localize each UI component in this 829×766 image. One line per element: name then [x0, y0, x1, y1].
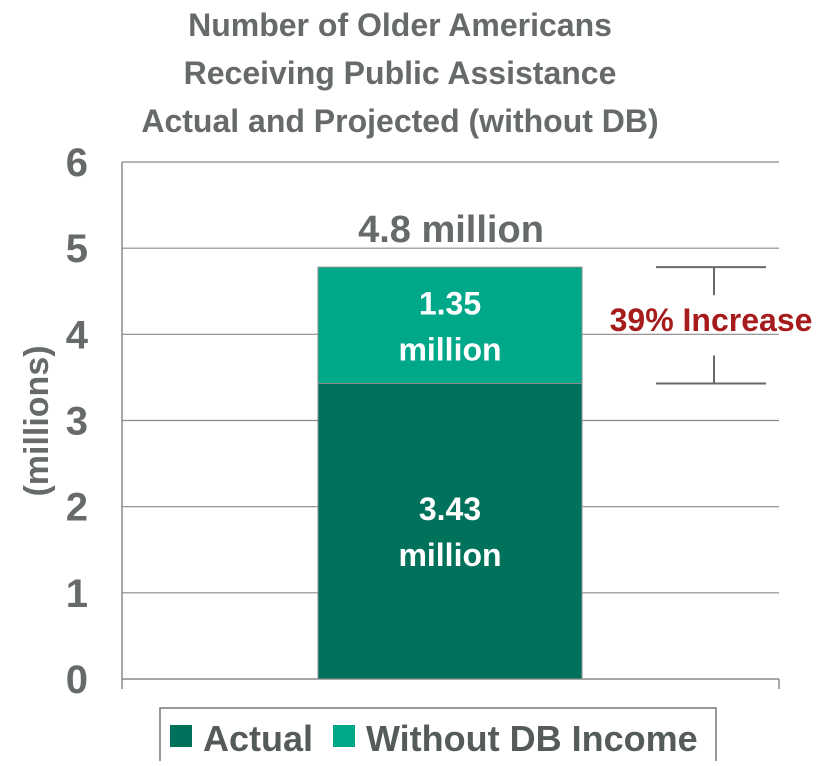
bar-label-actual-line-2: million [398, 537, 501, 573]
y-tick-label: 0 [66, 658, 88, 702]
bar-segment-without-db [317, 266, 583, 384]
legend-box [159, 707, 717, 766]
y-tick-label: 3 [66, 400, 88, 444]
bar-label-without-db-line-1: 1.35 [419, 285, 481, 321]
chart-title-line-2: Receiving Public Assistance [184, 55, 617, 91]
y-tick-label: 5 [66, 227, 88, 271]
bar-segment-actual [317, 382, 583, 680]
increase-annotation-label: 39% Increase [610, 302, 813, 338]
y-tick-label: 2 [66, 486, 88, 530]
legend-label-actual: Actual [203, 718, 313, 759]
y-tick-labels: 0 1 2 3 4 5 6 [66, 141, 89, 702]
bar-label-actual-line-1: 3.43 [419, 491, 481, 527]
y-axis-title: (millions) [18, 345, 56, 496]
bars: 3.43 million 1.35 million [317, 266, 583, 680]
bar-label-without-db-line-2: million [398, 331, 501, 367]
chart-title-line-3: Actual and Projected (without DB) [141, 103, 658, 139]
legend-label-without-db: Without DB Income [366, 718, 698, 759]
legend: Actual Without DB Income [159, 707, 717, 766]
y-tick-label: 1 [66, 572, 88, 616]
chart-title-line-1: Number of Older Americans [188, 7, 612, 43]
legend-swatch-actual [170, 725, 192, 747]
legend-swatch-without-db [333, 725, 355, 747]
chart-title: Number of Older Americans Receiving Publ… [141, 7, 658, 139]
y-tick-label: 4 [66, 313, 89, 357]
y-tick-label: 6 [66, 141, 88, 185]
increase-annotation: 39% Increase [610, 266, 813, 385]
total-value-label: 4.8 million [358, 209, 544, 251]
